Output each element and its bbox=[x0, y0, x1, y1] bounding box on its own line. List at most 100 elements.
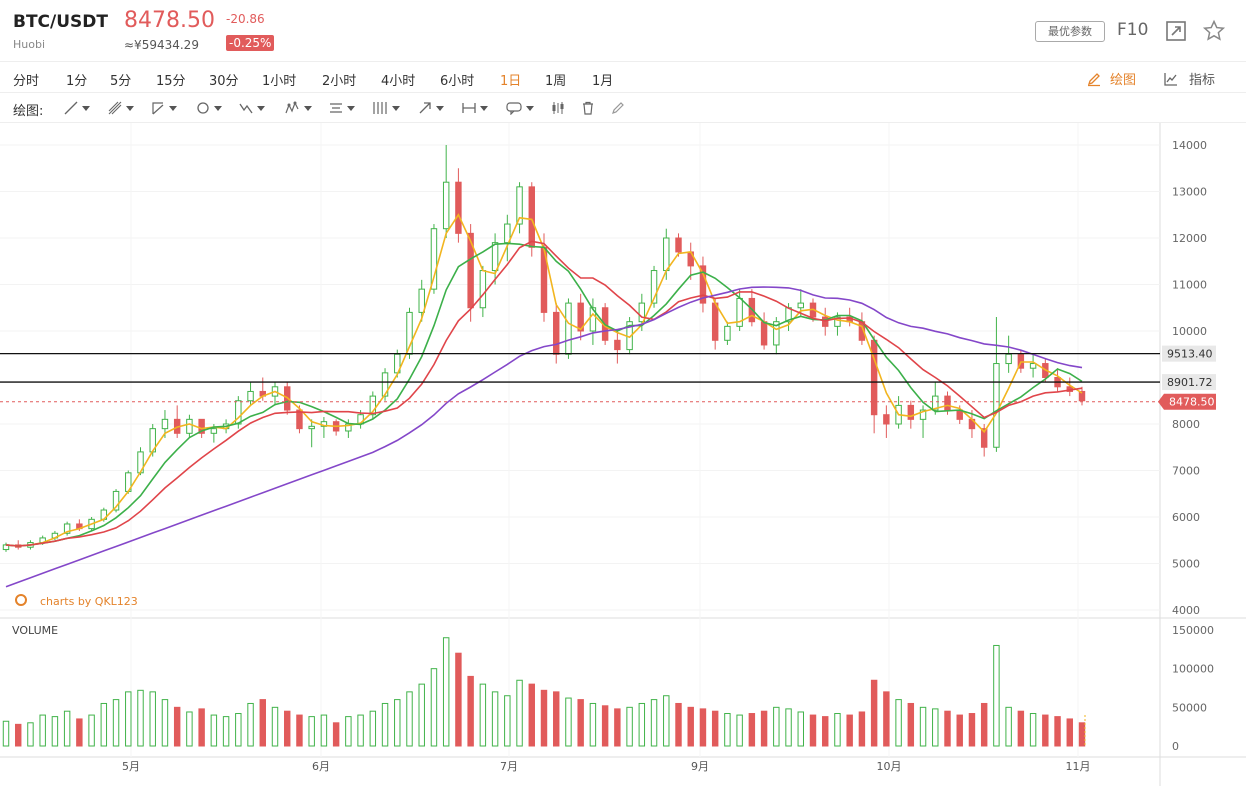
candle-body bbox=[210, 428, 218, 434]
line-tool-icon[interactable] bbox=[64, 98, 90, 118]
draw-toggle-button[interactable]: 绘图 bbox=[1086, 69, 1136, 88]
toolbar-label: 绘图: bbox=[13, 104, 44, 119]
candle-body bbox=[455, 181, 462, 234]
candle-body bbox=[675, 237, 682, 253]
volume-bar bbox=[797, 711, 804, 747]
candle-body bbox=[565, 302, 572, 355]
x-axis-label: 11月 bbox=[1066, 760, 1091, 773]
pattern-tool-icon[interactable] bbox=[239, 98, 265, 118]
last-price: 8478.50 bbox=[124, 8, 215, 33]
volume-bar bbox=[320, 714, 328, 747]
period-tab[interactable]: 30分 bbox=[209, 74, 239, 89]
volume-bar bbox=[650, 699, 658, 747]
candle-body bbox=[980, 428, 988, 448]
candle-body bbox=[650, 270, 658, 304]
volume-bar bbox=[1066, 718, 1073, 747]
volume-bar bbox=[173, 706, 181, 747]
candle-body bbox=[797, 302, 804, 309]
brush-tool-icon[interactable] bbox=[611, 98, 625, 118]
volume-bar bbox=[638, 702, 646, 747]
volume-bar bbox=[944, 710, 951, 747]
volume-bar bbox=[540, 689, 548, 747]
candle-body bbox=[993, 363, 1000, 448]
price-tick-label: 7000 bbox=[1172, 465, 1200, 478]
circle-tool-icon[interactable] bbox=[196, 98, 222, 118]
candle-body bbox=[834, 316, 841, 327]
comment-tool-icon[interactable] bbox=[506, 98, 534, 118]
ma-line-ma5 bbox=[5, 213, 1083, 547]
volume-bar bbox=[76, 718, 83, 747]
period-tab[interactable]: 1月 bbox=[592, 74, 614, 89]
trash-icon[interactable] bbox=[581, 98, 595, 118]
draw-label: 绘图 bbox=[1110, 73, 1137, 88]
volume-bar bbox=[381, 702, 389, 747]
volume-bar bbox=[112, 699, 120, 747]
volume-bar bbox=[736, 714, 743, 747]
period-tab[interactable]: 15分 bbox=[156, 74, 186, 89]
candle-body bbox=[699, 265, 707, 304]
candle-body bbox=[577, 302, 584, 332]
candle-body bbox=[589, 307, 597, 332]
indicator-button[interactable]: 指标 bbox=[1163, 69, 1215, 88]
volume-bar bbox=[369, 710, 377, 747]
period-tab[interactable]: 1分 bbox=[66, 74, 88, 89]
candle-body bbox=[442, 181, 450, 230]
volume-bar bbox=[1029, 713, 1037, 747]
period-tab[interactable]: 6小时 bbox=[440, 74, 475, 89]
channel-tool-icon[interactable] bbox=[151, 98, 177, 118]
price-tick-label: 4000 bbox=[1172, 604, 1200, 617]
price-chart[interactable]: 14000 13000 12000 11000 10000 8000 7000 6000 500… bbox=[0, 123, 1246, 786]
volume-bar bbox=[883, 691, 890, 747]
candle-body bbox=[870, 339, 878, 416]
volume-bar bbox=[528, 683, 535, 747]
volume-bar bbox=[1078, 722, 1086, 747]
best-params-button[interactable]: 最优参数 bbox=[1035, 21, 1105, 42]
volume-bar bbox=[149, 691, 156, 747]
candle-body bbox=[430, 228, 438, 290]
volume-bar bbox=[675, 702, 682, 747]
candle-tool-icon[interactable] bbox=[551, 98, 565, 118]
candle-body bbox=[369, 395, 377, 416]
fullscreen-icon[interactable] bbox=[1164, 19, 1188, 43]
text-tool-icon[interactable] bbox=[329, 98, 355, 118]
period-tab[interactable]: 1小时 bbox=[262, 74, 297, 89]
period-tab[interactable]: 4小时 bbox=[381, 74, 416, 89]
period-tab[interactable]: 分时 bbox=[13, 74, 40, 89]
volume-bar bbox=[296, 714, 303, 747]
candle-body bbox=[528, 186, 535, 248]
x-axis-label: 9月 bbox=[691, 760, 709, 773]
price-tick-label: 8000 bbox=[1172, 418, 1200, 431]
measure-tool-icon[interactable] bbox=[462, 98, 488, 118]
candle-body bbox=[760, 321, 768, 346]
fib-tool-icon[interactable] bbox=[108, 98, 134, 118]
volume-bar bbox=[430, 668, 438, 747]
candle-body bbox=[907, 404, 915, 420]
gann-tool-icon[interactable] bbox=[372, 98, 400, 118]
volume-bar bbox=[198, 708, 205, 747]
price-tick-label: 6000 bbox=[1172, 511, 1200, 524]
period-tab[interactable]: 2小时 bbox=[322, 74, 357, 89]
candle-body bbox=[883, 414, 890, 425]
candle-body bbox=[479, 270, 487, 309]
arrow-tool-icon[interactable] bbox=[418, 98, 444, 118]
period-tab[interactable]: 1周 bbox=[545, 74, 567, 89]
volume-bar bbox=[345, 716, 352, 747]
node-tool-icon[interactable] bbox=[284, 98, 312, 118]
volume-bar bbox=[210, 714, 218, 747]
candle-body bbox=[773, 321, 780, 346]
price-tick-label: 13000 bbox=[1172, 186, 1207, 199]
f10-button[interactable]: F10 bbox=[1117, 20, 1149, 40]
period-tab[interactable]: 5分 bbox=[110, 74, 132, 89]
volume-tick-label: 100000 bbox=[1172, 663, 1214, 676]
candle-body bbox=[247, 390, 254, 402]
volume-bar bbox=[442, 637, 450, 747]
volume-bar bbox=[247, 702, 254, 747]
volume-bar bbox=[1017, 710, 1025, 747]
price-tick-label: 10000 bbox=[1172, 325, 1207, 338]
period-tab-active[interactable]: 1日 bbox=[500, 74, 522, 89]
candle-body bbox=[932, 395, 939, 411]
volume-bar bbox=[809, 714, 817, 747]
star-icon[interactable] bbox=[1202, 19, 1226, 43]
hline-label-box bbox=[1162, 345, 1216, 362]
volume-bar bbox=[589, 702, 597, 747]
